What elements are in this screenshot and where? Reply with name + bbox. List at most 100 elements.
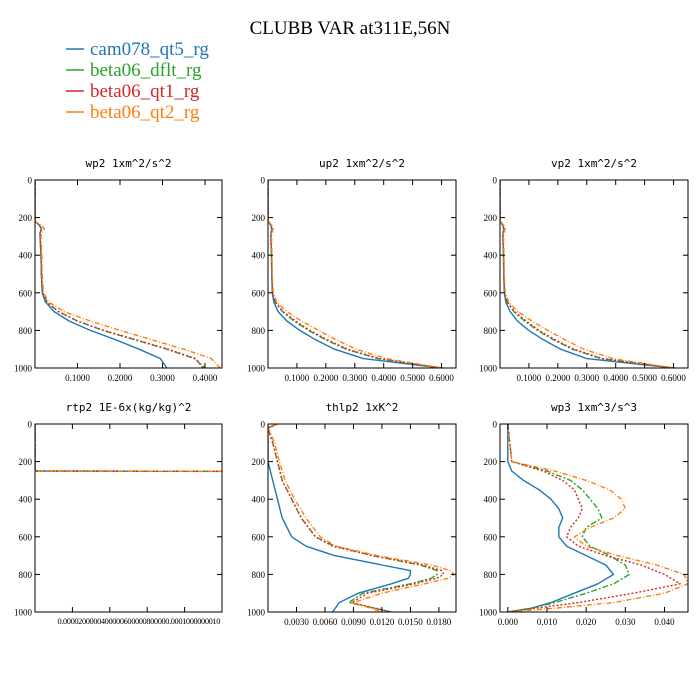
- y-tick-label: 400: [19, 251, 33, 261]
- legend-label: cam078_qt5_rg: [90, 39, 209, 60]
- panel: vp2 1xm^2/s^2 0 200 400 600 800 1000 0.1000 0.20…: [479, 157, 689, 383]
- y-tick-label: 1000: [479, 364, 498, 374]
- y-tick-label: 600: [252, 288, 266, 298]
- series-line-beta06_dflt_rg: [268, 424, 438, 612]
- series-line-beta06_qt2_rg: [35, 180, 221, 368]
- series-line-beta06_qt1_rg: [35, 180, 204, 368]
- series-group: [35, 424, 222, 473]
- y-tick-label: 200: [252, 457, 266, 467]
- series-line-beta06_dflt_rg: [500, 180, 674, 368]
- y-tick-label: 600: [252, 532, 266, 542]
- y-tick-label: 400: [19, 495, 33, 505]
- y-tick-label: 400: [252, 251, 266, 261]
- y-tick-label: 1000: [247, 608, 266, 618]
- y-tick-label: 0: [28, 420, 33, 430]
- series-line-cam078_qt5_rg: [35, 424, 222, 473]
- x-tick-label: 0.1000: [285, 373, 310, 383]
- plot-frame: [267, 423, 457, 613]
- series-group: [35, 180, 221, 368]
- x-tick-label: 0.040: [654, 617, 675, 627]
- x-tick-label: 0.000: [498, 617, 519, 627]
- legend-entry: beta06_qt2_rg: [66, 102, 200, 123]
- panel-title: up2 1xm^2/s^2: [319, 157, 405, 170]
- y-tick-label: 400: [484, 495, 498, 505]
- series-group: [507, 424, 688, 612]
- series-line-beta06_dflt_rg: [35, 424, 222, 472]
- x-tick-label: 0.4000: [603, 373, 628, 383]
- panel: wp3 1xm^3/s^3 0 200 400 600 800 10000.000 0.010…: [479, 401, 689, 627]
- panel-title: wp3 1xm^3/s^3: [551, 401, 637, 414]
- x-tick-label: 0.0180: [427, 617, 452, 627]
- panel: wp2 1xm^2/s^2 0 200 400 600 800 1000 0.1000 0.20…: [14, 157, 223, 383]
- y-tick-label: 800: [484, 326, 498, 336]
- y-tick-label: 600: [19, 288, 33, 298]
- x-tick-label: 0.2000: [108, 373, 133, 383]
- series-line-cam078_qt5_rg: [35, 180, 168, 368]
- panel: rtp2 1E-6x(kg/kg)^2 0 200 400 600 800 1000 0.00…: [14, 401, 223, 626]
- y-tick-label: 0: [261, 420, 266, 430]
- x-tick-label: 0.0120: [370, 617, 395, 627]
- series-line-beta06_dflt_rg: [268, 180, 442, 368]
- series-line-beta06_qt2_rg: [35, 424, 222, 473]
- series-line-beta06_qt1_rg: [268, 424, 445, 612]
- plot-frame: [34, 179, 223, 369]
- legend-label: beta06_qt1_rg: [90, 81, 200, 102]
- series-line-beta06_qt2_rg: [268, 180, 442, 368]
- x-tick-label: 0.020: [576, 617, 597, 627]
- series-line-cam078_qt5_rg: [500, 180, 674, 368]
- legend-entry: beta06_qt1_rg: [66, 81, 200, 102]
- legend: cam078_qt5_rgbeta06_dflt_rgbeta06_qt1_rg…: [66, 39, 209, 123]
- y-tick-label: 800: [19, 326, 33, 336]
- x-tick-label: 0.0060: [313, 617, 338, 627]
- y-tick-label: 0: [28, 176, 33, 186]
- y-tick-label: 1000: [247, 364, 266, 374]
- panel-title: rtp2 1E-6x(kg/kg)^2: [66, 401, 192, 414]
- x-tick-label: 0.2000: [313, 373, 338, 383]
- y-tick-label: 200: [484, 457, 498, 467]
- y-tick-label: 1000: [14, 608, 33, 618]
- plot-frame: [499, 423, 689, 613]
- legend-entry: beta06_dflt_rg: [66, 60, 202, 81]
- x-tick-label: 0.010: [537, 617, 558, 627]
- y-tick-label: 200: [19, 457, 33, 467]
- x-tick-label: 0.030: [615, 617, 636, 627]
- panel-title: thlp2 1xK^2: [326, 401, 399, 414]
- series-line-beta06_qt2_rg: [507, 424, 688, 612]
- x-tick-label: 0.0000200000400000600000800000.000100000…: [58, 617, 221, 626]
- series-line-beta06_qt1_rg: [268, 180, 442, 368]
- y-tick-label: 800: [252, 570, 266, 580]
- x-tick-label: 0.1000: [65, 373, 90, 383]
- series-line-cam078_qt5_rg: [507, 424, 615, 612]
- y-tick-label: 200: [19, 213, 33, 223]
- x-tick-label: 0.5000: [632, 373, 657, 383]
- y-tick-label: 600: [484, 532, 498, 542]
- series-group: [268, 180, 442, 368]
- y-tick-label: 600: [484, 288, 498, 298]
- series-line-cam078_qt5_rg: [268, 180, 442, 368]
- y-tick-label: 0: [493, 420, 498, 430]
- series-group: [268, 424, 455, 612]
- legend-label: beta06_qt2_rg: [90, 102, 200, 123]
- x-tick-label: 0.6000: [429, 373, 454, 383]
- y-tick-label: 1000: [14, 364, 33, 374]
- y-tick-label: 400: [484, 251, 498, 261]
- y-tick-label: 400: [252, 495, 266, 505]
- series-line-beta06_dflt_rg: [35, 180, 206, 368]
- x-tick-label: 0.0030: [284, 617, 309, 627]
- x-tick-label: 0.3000: [150, 373, 175, 383]
- x-tick-label: 0.0090: [341, 617, 366, 627]
- x-tick-label: 0.6000: [661, 373, 686, 383]
- x-tick-label: 0.3000: [574, 373, 599, 383]
- y-tick-label: 800: [252, 326, 266, 336]
- panel-title: vp2 1xm^2/s^2: [551, 157, 637, 170]
- x-tick-label: 0.5000: [400, 373, 425, 383]
- plot-frame: [267, 179, 457, 369]
- x-tick-label: 0.1000: [517, 373, 542, 383]
- y-tick-label: 0: [493, 176, 498, 186]
- series-line-beta06_qt2_rg: [268, 424, 455, 612]
- series-line-beta06_qt1_rg: [507, 424, 681, 612]
- y-tick-label: 200: [484, 213, 498, 223]
- panel: thlp2 1xK^2 0 200 400 600 800 1000 0.0030 0.0060…: [247, 401, 457, 627]
- x-tick-label: 0.4000: [193, 373, 218, 383]
